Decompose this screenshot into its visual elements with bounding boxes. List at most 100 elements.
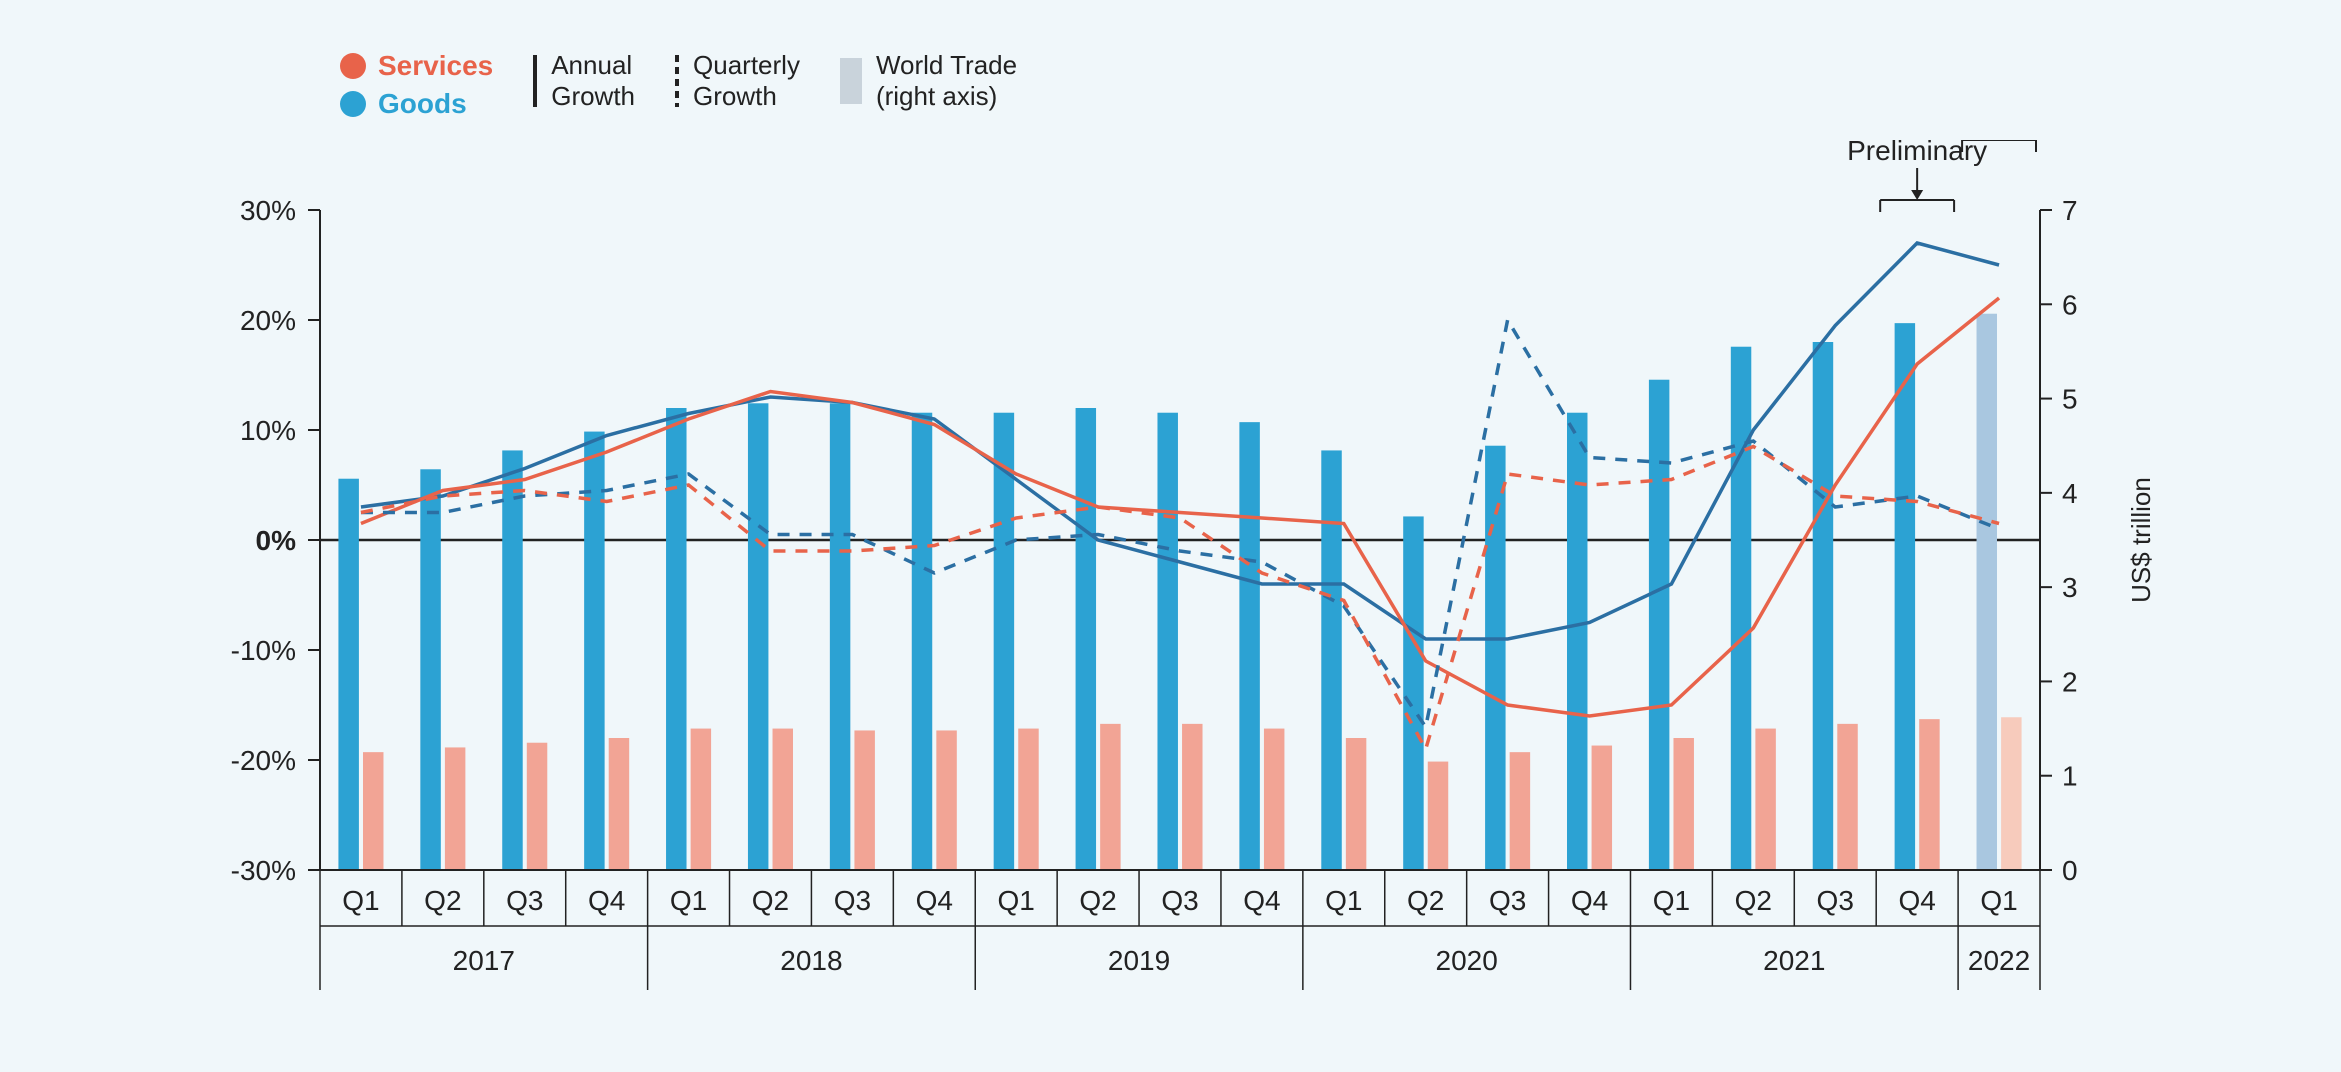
services-bar bbox=[1018, 729, 1038, 870]
svg-text:3: 3 bbox=[2062, 572, 2078, 603]
annotation-label: Preliminary bbox=[1847, 140, 1987, 166]
services-bar bbox=[1510, 752, 1530, 870]
svg-text:2: 2 bbox=[2062, 666, 2078, 697]
solid-line-icon bbox=[533, 55, 537, 107]
bar-icon bbox=[840, 58, 862, 104]
legend-quarterly-label: QuarterlyGrowth bbox=[693, 50, 800, 112]
services-bar bbox=[1837, 724, 1857, 870]
quarter-label: Q3 bbox=[506, 885, 543, 916]
legend-annual: AnnualGrowth bbox=[533, 50, 635, 112]
legend-world-trade: World Trade(right axis) bbox=[840, 50, 1017, 112]
services-annual-line bbox=[361, 298, 1999, 716]
services-bar bbox=[854, 730, 874, 870]
goods-bar bbox=[338, 479, 358, 870]
goods-quarterly-line bbox=[361, 320, 1999, 727]
goods-bar bbox=[1567, 413, 1587, 870]
goods-bar bbox=[1977, 314, 1997, 870]
goods-bar bbox=[1813, 342, 1833, 870]
svg-text:5: 5 bbox=[2062, 384, 2078, 415]
legend-services: Services bbox=[340, 50, 493, 82]
svg-text:0%: 0% bbox=[256, 525, 297, 556]
services-bar bbox=[1919, 719, 1939, 870]
goods-bar bbox=[1649, 380, 1669, 870]
services-bar bbox=[691, 729, 711, 870]
goods-bar bbox=[1403, 516, 1423, 870]
quarter-label: Q4 bbox=[588, 885, 625, 916]
goods-bar bbox=[420, 469, 440, 870]
svg-text:20%: 20% bbox=[240, 305, 296, 336]
quarter-label: Q4 bbox=[1898, 885, 1935, 916]
svg-text:-30%: -30% bbox=[231, 855, 296, 886]
services-bar bbox=[363, 752, 383, 870]
year-label: 2018 bbox=[780, 945, 842, 976]
quarter-label: Q3 bbox=[1161, 885, 1198, 916]
goods-dot-icon bbox=[340, 91, 366, 117]
quarter-label: Q4 bbox=[916, 885, 953, 916]
services-bar bbox=[773, 729, 793, 870]
quarter-label: Q4 bbox=[1243, 885, 1280, 916]
goods-bar bbox=[502, 450, 522, 870]
legend-color-group: Services Goods bbox=[340, 50, 493, 120]
services-bar bbox=[1264, 729, 1284, 870]
dashed-line-icon bbox=[675, 55, 679, 107]
legend-world-trade-label: World Trade(right axis) bbox=[876, 50, 1017, 112]
goods-bar bbox=[830, 403, 850, 870]
quarter-label: Q3 bbox=[834, 885, 871, 916]
goods-bar bbox=[1321, 450, 1341, 870]
year-label: 2019 bbox=[1108, 945, 1170, 976]
plot-area: -30%-20%-10%0%10%20%30%01234567US$ trill… bbox=[20, 140, 2341, 1052]
quarter-label: Q2 bbox=[1407, 885, 1444, 916]
services-bar bbox=[1592, 746, 1612, 870]
quarter-label: Q1 bbox=[1325, 885, 1362, 916]
svg-text:4: 4 bbox=[2062, 478, 2078, 509]
svg-text:30%: 30% bbox=[240, 195, 296, 226]
services-bar bbox=[445, 747, 465, 870]
year-label: 2022 bbox=[1968, 945, 2030, 976]
quarter-label: Q3 bbox=[1817, 885, 1854, 916]
goods-bar bbox=[1895, 323, 1915, 870]
legend-goods-label: Goods bbox=[378, 88, 467, 120]
services-bar bbox=[1428, 762, 1448, 870]
year-label: 2020 bbox=[1436, 945, 1498, 976]
services-dot-icon bbox=[340, 53, 366, 79]
quarter-label: Q2 bbox=[1735, 885, 1772, 916]
legend-annual-label: AnnualGrowth bbox=[551, 50, 635, 112]
services-bar bbox=[936, 730, 956, 870]
legend-quarterly: QuarterlyGrowth bbox=[675, 50, 800, 112]
svg-text:-10%: -10% bbox=[231, 635, 296, 666]
legend-goods: Goods bbox=[340, 88, 493, 120]
goods-bar bbox=[1239, 422, 1259, 870]
quarter-label: Q1 bbox=[1653, 885, 1690, 916]
svg-text:-20%: -20% bbox=[231, 745, 296, 776]
legend-services-label: Services bbox=[378, 50, 493, 82]
goods-bar bbox=[1157, 413, 1177, 870]
services-bar bbox=[2001, 717, 2021, 870]
legend: Services Goods AnnualGrowth QuarterlyGro… bbox=[340, 50, 2341, 120]
quarter-label: Q1 bbox=[342, 885, 379, 916]
services-bar bbox=[1346, 738, 1366, 870]
svg-text:0: 0 bbox=[2062, 855, 2078, 886]
quarter-label: Q4 bbox=[1571, 885, 1608, 916]
svg-text:6: 6 bbox=[2062, 289, 2078, 320]
svg-text:7: 7 bbox=[2062, 195, 2078, 226]
services-bar bbox=[1182, 724, 1202, 870]
services-bar bbox=[1755, 729, 1775, 870]
services-bar bbox=[527, 743, 547, 870]
quarter-label: Q2 bbox=[1079, 885, 1116, 916]
goods-bar bbox=[912, 413, 932, 870]
svg-text:10%: 10% bbox=[240, 415, 296, 446]
services-bar bbox=[1100, 724, 1120, 870]
quarter-label: Q3 bbox=[1489, 885, 1526, 916]
goods-bar bbox=[748, 403, 768, 870]
services-bar bbox=[609, 738, 629, 870]
quarter-label: Q2 bbox=[424, 885, 461, 916]
goods-bar bbox=[1731, 347, 1751, 870]
goods-bar bbox=[994, 413, 1014, 870]
trade-chart: Services Goods AnnualGrowth QuarterlyGro… bbox=[20, 20, 2341, 1052]
quarter-label: Q1 bbox=[670, 885, 707, 916]
svg-text:US$ trillion: US$ trillion bbox=[2126, 477, 2156, 603]
quarter-label: Q1 bbox=[1980, 885, 2017, 916]
goods-bar bbox=[1076, 408, 1096, 870]
quarter-label: Q2 bbox=[752, 885, 789, 916]
year-label: 2021 bbox=[1763, 945, 1825, 976]
